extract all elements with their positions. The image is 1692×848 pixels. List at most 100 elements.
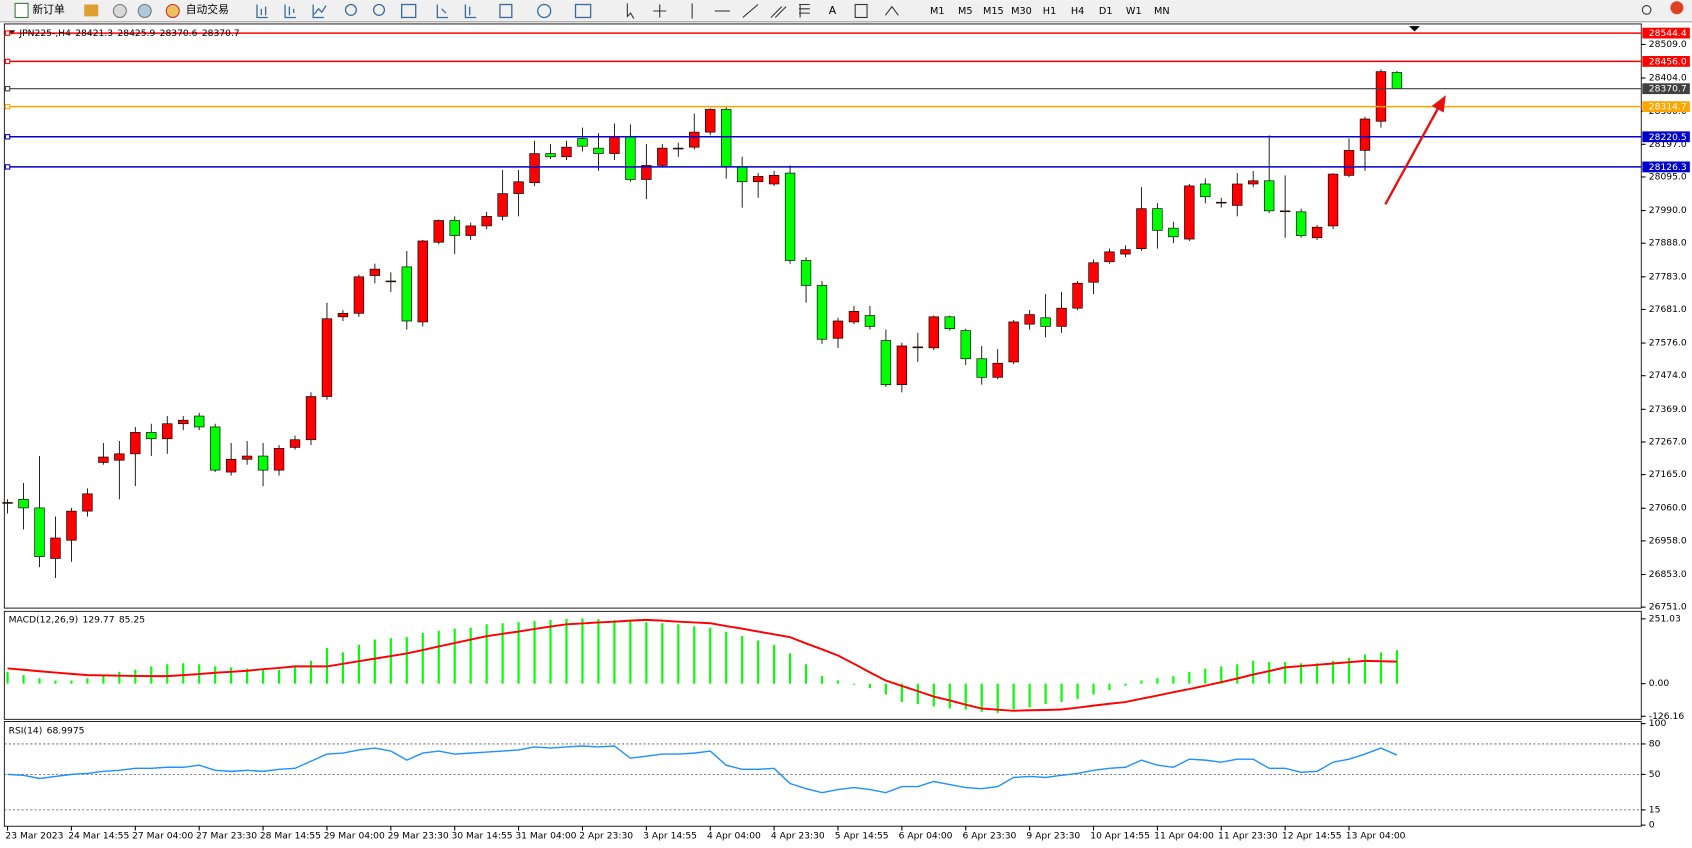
toolbar-bg <box>0 0 1692 22</box>
level-line-handle <box>4 134 11 140</box>
search-icon[interactable] <box>1641 5 1652 15</box>
candle-body <box>1391 72 1403 90</box>
timeframe-button[interactable]: W1 <box>1126 6 1142 17</box>
timeframe-button[interactable]: MN <box>1154 6 1170 17</box>
indicator-line <box>7 618 1397 712</box>
candle-body <box>912 346 924 349</box>
candle-body <box>353 276 365 314</box>
timeframe-button[interactable]: M5 <box>958 6 973 17</box>
y-tick-label: 27783.0 <box>1649 271 1687 282</box>
candle-body <box>641 165 652 180</box>
autoscroll-icon[interactable] <box>436 4 449 19</box>
cursor-tool[interactable] <box>626 3 635 19</box>
candle-body <box>209 426 221 471</box>
new-order-icon[interactable] <box>14 2 29 19</box>
timeframe-button[interactable]: H4 <box>1071 6 1084 17</box>
y-tick-label: 100 <box>1649 718 1667 729</box>
level-line-label-bg <box>1642 27 1690 39</box>
candle-body <box>593 147 604 154</box>
candle-body <box>880 340 892 386</box>
candle-body <box>289 439 301 448</box>
text-tool[interactable]: A <box>829 4 837 17</box>
y-tick-label: 251.03 <box>1649 613 1681 624</box>
notification-icon[interactable] <box>1670 1 1684 15</box>
candle-body <box>50 537 61 559</box>
shift-icon[interactable] <box>464 4 477 19</box>
timeframe-button[interactable]: H1 <box>1043 6 1056 17</box>
x-tick-label: 24 Mar 14:55 <box>68 830 129 841</box>
level-line-label: 28220.5 <box>1649 132 1687 143</box>
candle-body <box>241 455 253 460</box>
candle-body <box>736 166 748 183</box>
trendline-tool[interactable] <box>742 4 759 18</box>
indicators-icon[interactable] <box>499 3 513 19</box>
toolbar-icon[interactable] <box>84 4 99 17</box>
x-tick-label: 2 Apr 23:30 <box>579 830 633 841</box>
annotation-arrow <box>1384 95 1446 205</box>
ohlc-high: 28425.9 <box>117 28 155 39</box>
timeframe-button[interactable]: D1 <box>1099 6 1113 17</box>
x-tick-label: 23 Mar 2023 <box>5 830 63 841</box>
x-tick-label: 11 Apr 23:30 <box>1218 830 1278 841</box>
line-chart-icon[interactable] <box>312 4 327 19</box>
macd-title: MACD(12,26,9) <box>9 614 79 625</box>
candle-body <box>1216 201 1227 204</box>
rsi-value: 68.9975 <box>47 726 85 737</box>
auto-trading-button[interactable]: 自动交易 <box>186 3 229 16</box>
x-tick-label: 28 Mar 14:55 <box>260 830 321 841</box>
tile-icon[interactable] <box>401 3 417 19</box>
candle-icon[interactable] <box>284 4 296 19</box>
y-tick-label: 28197.0 <box>1649 139 1687 150</box>
zoom-in-icon[interactable] <box>344 3 357 16</box>
x-tick-label: 11 Apr 04:00 <box>1154 830 1214 841</box>
timeframe-button[interactable]: M30 <box>1011 6 1032 17</box>
candle-body <box>928 316 939 349</box>
fibo-tool[interactable] <box>799 3 810 18</box>
candle-body <box>1104 251 1115 263</box>
new-order-button[interactable]: 新订单 <box>32 3 65 16</box>
candle-body <box>465 225 476 236</box>
candle-body <box>1263 180 1275 212</box>
candle-body <box>178 419 189 425</box>
macd-value: 129.77 <box>83 614 115 625</box>
channel-tool[interactable] <box>770 6 787 18</box>
level-line-handle <box>4 103 11 110</box>
toolbar-icon[interactable] <box>112 3 127 19</box>
y-tick-label: -126.16 <box>1649 711 1685 722</box>
candle-body <box>337 312 349 318</box>
periods-icon[interactable] <box>537 3 552 19</box>
auto-trading-icon[interactable] <box>165 3 180 19</box>
candle-body <box>1136 208 1147 249</box>
templates-icon[interactable] <box>574 3 592 19</box>
candle-body <box>1248 180 1259 185</box>
ohlc-low: 28370.6 <box>160 28 198 39</box>
candle-body <box>385 280 397 283</box>
candle-body <box>1200 183 1211 198</box>
candle-body <box>321 318 333 397</box>
candle-body <box>114 453 125 461</box>
level-line-label: 28314.7 <box>1649 102 1687 113</box>
candle-body <box>705 109 716 133</box>
candle-body <box>752 175 764 183</box>
timeframe-button[interactable]: M1 <box>930 6 945 17</box>
candle-body <box>369 268 381 276</box>
crosshair-tool[interactable] <box>653 4 667 18</box>
candle-body <box>433 220 444 243</box>
candle-body <box>1120 249 1131 255</box>
candle-body <box>82 493 93 512</box>
x-tick-label: 13 Apr 04:00 <box>1346 830 1406 841</box>
candle-body <box>66 510 77 541</box>
toolbar: 新订单 自动交易 A <box>0 0 1692 23</box>
toolbar-icon[interactable] <box>137 3 152 19</box>
y-tick-label: 50 <box>1649 769 1661 780</box>
candle-body <box>1056 307 1067 327</box>
bar-chart-icon[interactable] <box>256 4 268 19</box>
candle-body <box>944 316 955 329</box>
label-tool[interactable] <box>854 3 868 19</box>
x-tick-label: 9 Apr 23:30 <box>1026 830 1080 841</box>
timeframe-button[interactable]: M15 <box>983 6 1004 17</box>
shapes-tool[interactable] <box>884 5 899 16</box>
zoom-out-icon[interactable] <box>372 3 386 16</box>
y-tick-label: 27990.0 <box>1649 205 1687 216</box>
